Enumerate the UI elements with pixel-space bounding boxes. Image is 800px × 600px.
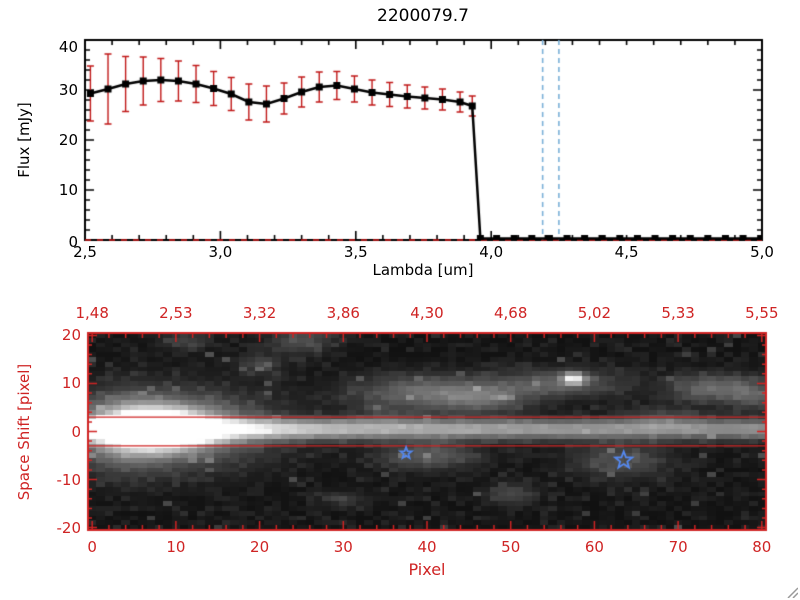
spectrum-plot-canvas bbox=[0, 0, 800, 300]
resize-grip-icon[interactable] bbox=[784, 584, 798, 598]
spectral-image-canvas bbox=[0, 300, 800, 600]
